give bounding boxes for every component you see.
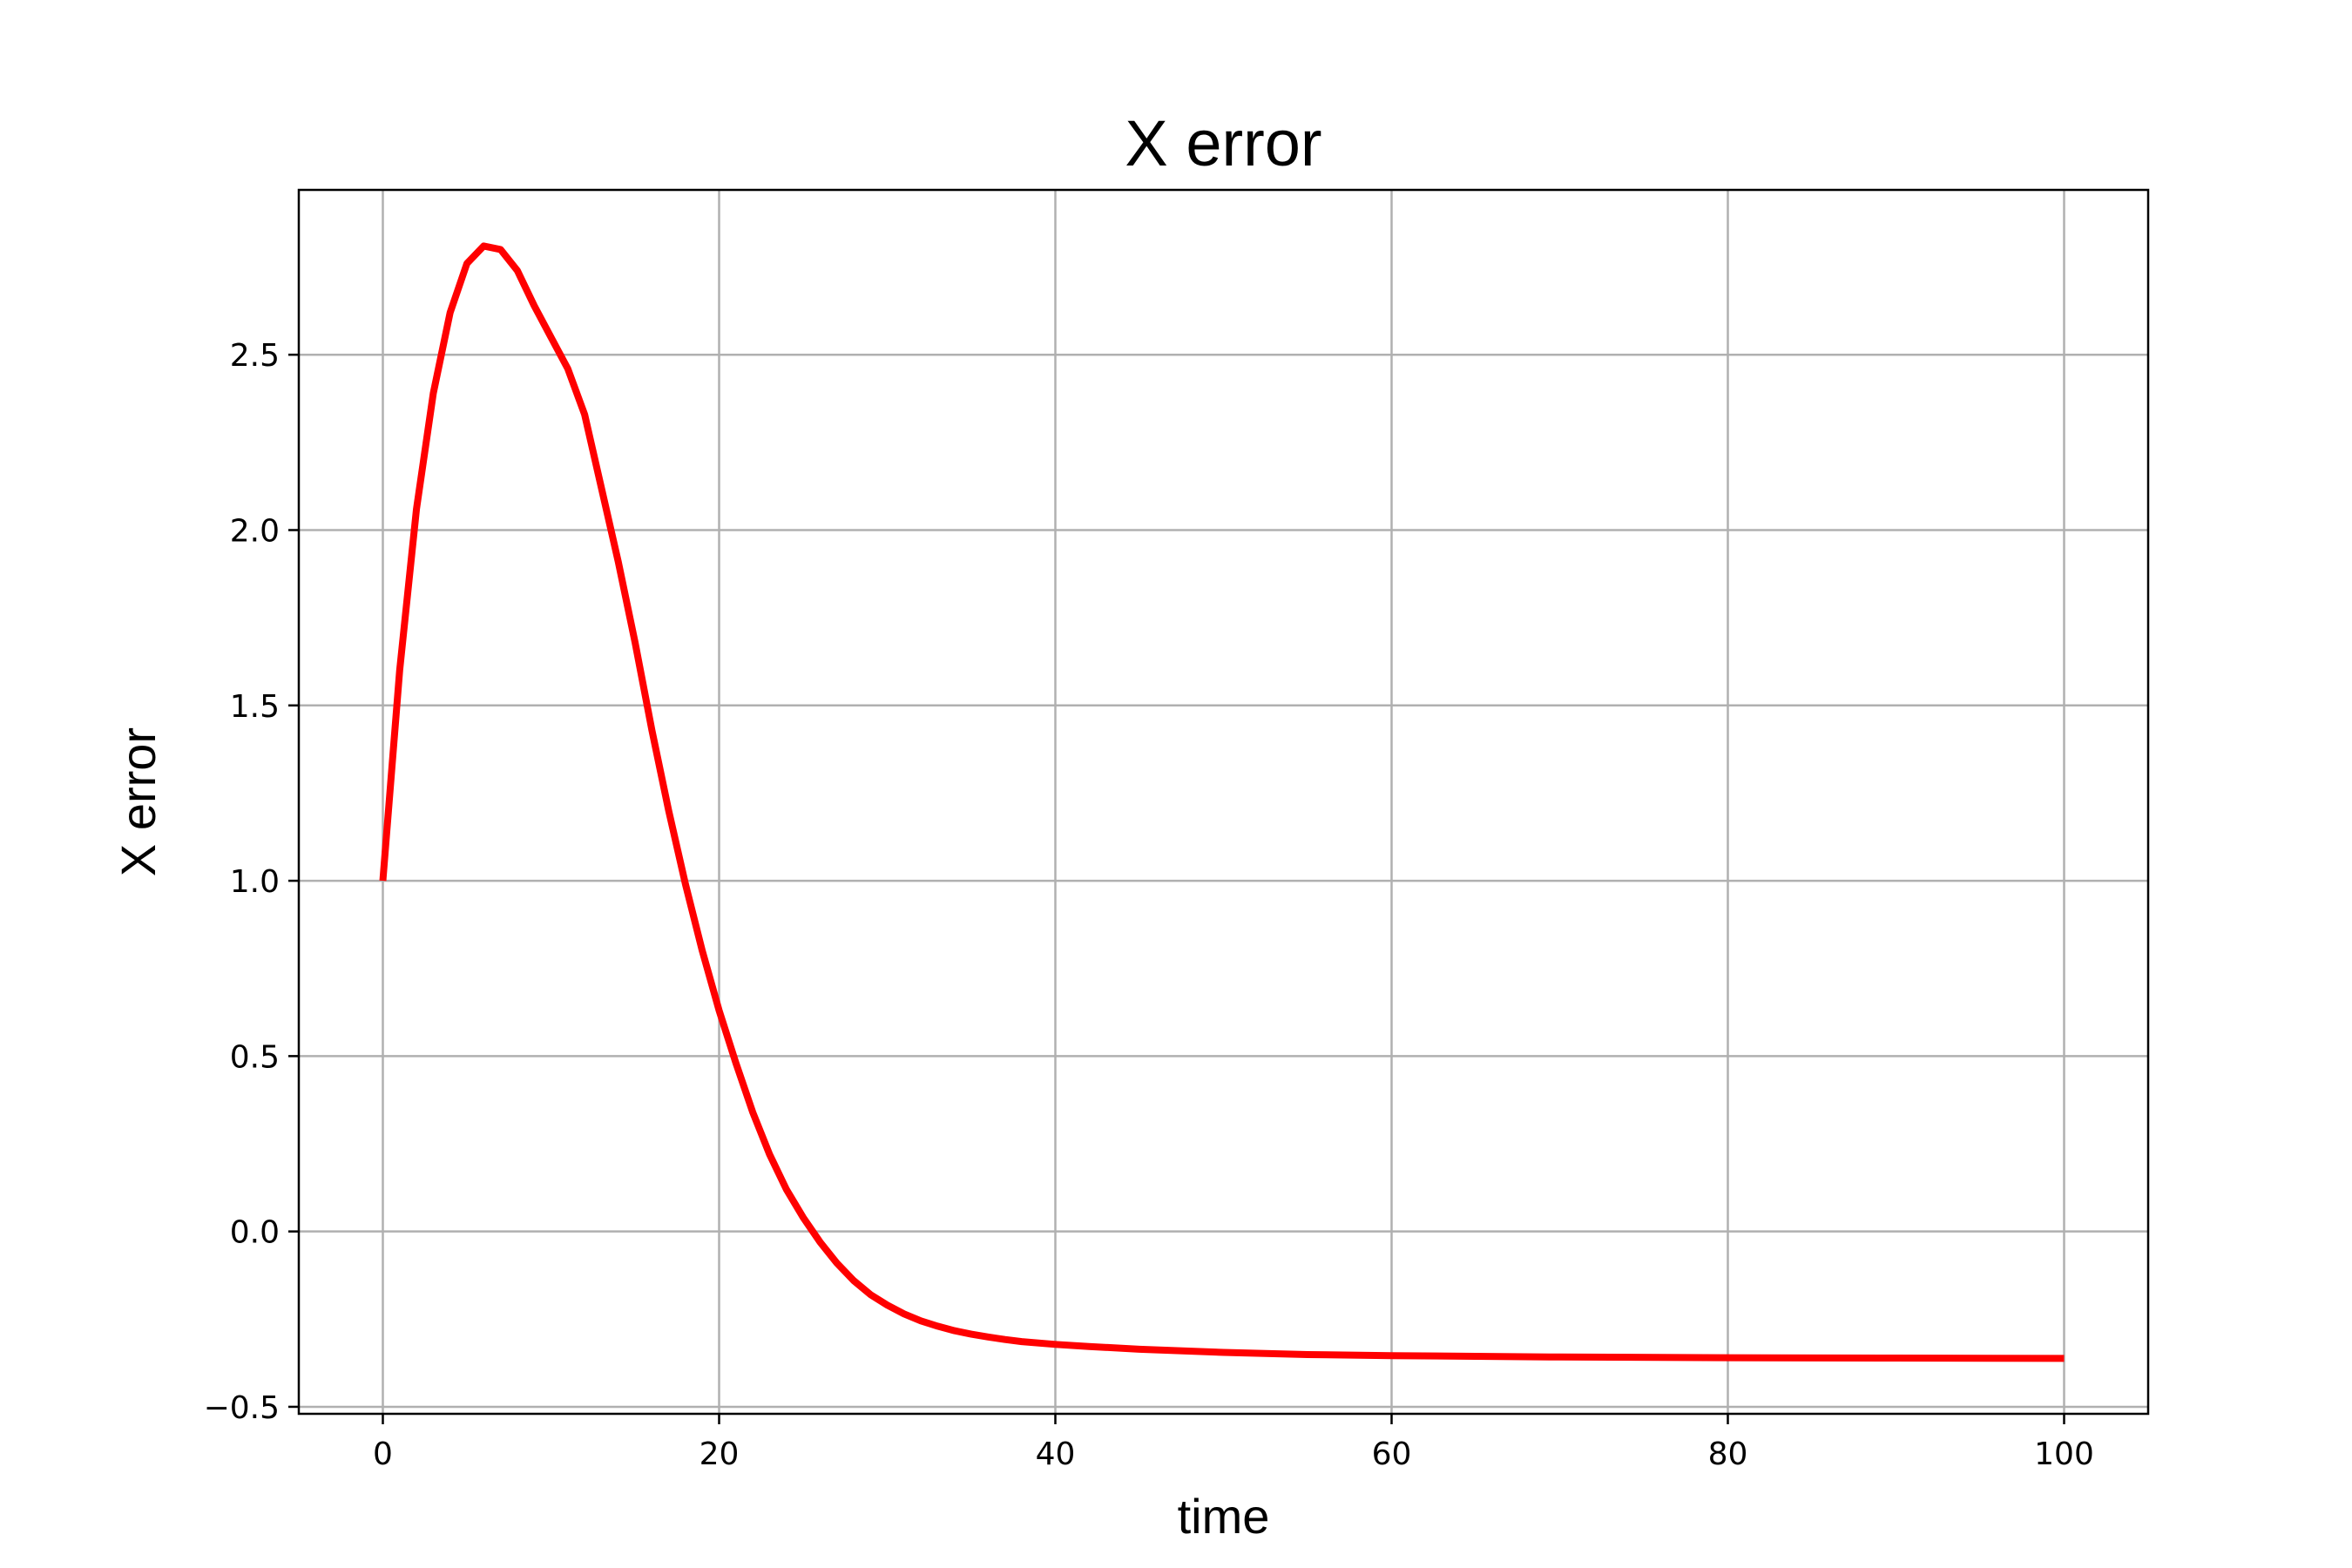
y-tick-label: −0.5	[204, 1390, 280, 1426]
x-tick-label: 40	[1036, 1436, 1076, 1472]
x-axis-label: time	[1178, 1489, 1270, 1544]
axes-frame	[297, 188, 2150, 1416]
y-tick-label: 2.0	[230, 514, 280, 550]
y-tick-label: 1.0	[230, 864, 280, 900]
y-tick-label: 2.5	[230, 338, 280, 374]
series-layer	[379, 242, 2065, 1362]
x-tick-label: 20	[700, 1436, 740, 1472]
y-tick-label: 0.5	[230, 1039, 280, 1075]
x-tick-label: 100	[2034, 1436, 2094, 1472]
y-tick-label: 0.0	[230, 1215, 280, 1251]
x-error-line	[379, 242, 2065, 1362]
y-axis-label: X error	[111, 727, 166, 876]
tick-layer: 0 20 40 60 80 100 −0.5 0.0 0.5 1.0 1.5 2.0 2.5	[204, 338, 2094, 1472]
x-tick-label: 0	[373, 1436, 393, 1472]
x-tick-label: 60	[1372, 1436, 1412, 1472]
chart-title: X error	[1125, 107, 1321, 179]
y-tick-label: 1.5	[230, 689, 280, 725]
x-tick-label: 80	[1708, 1436, 1748, 1472]
grid-layer	[299, 190, 2148, 1414]
